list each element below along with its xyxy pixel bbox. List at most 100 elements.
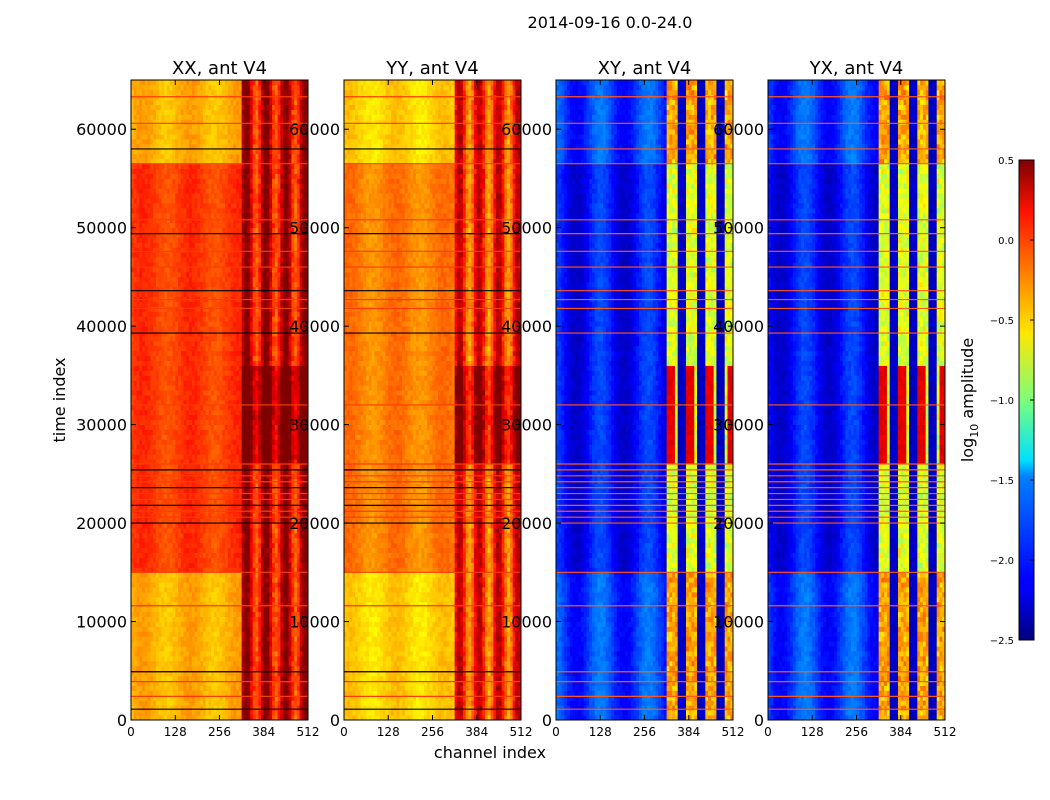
heatmap-cell bbox=[159, 710, 162, 715]
heatmap-cell bbox=[228, 710, 231, 715]
heatmap-cell bbox=[280, 676, 283, 681]
heatmap-cell bbox=[170, 690, 173, 695]
heatmap-cell bbox=[167, 676, 170, 681]
heatmap-cell bbox=[278, 651, 281, 656]
heatmap-cell bbox=[244, 690, 247, 695]
heatmap-cell bbox=[181, 641, 184, 646]
heatmap-cell bbox=[283, 710, 286, 715]
heatmap-cell bbox=[200, 631, 203, 636]
heatmap-cell bbox=[258, 646, 261, 651]
heatmap-cell bbox=[294, 686, 297, 691]
heatmap-cell bbox=[186, 690, 189, 695]
heatmap-cell bbox=[272, 646, 275, 651]
heatmap-cell bbox=[225, 646, 228, 651]
heatmap-cell bbox=[278, 631, 281, 636]
heatmap-cell bbox=[172, 631, 175, 636]
heatmap-cell bbox=[297, 666, 300, 671]
heatmap-cell bbox=[244, 686, 247, 691]
heatmap-cell bbox=[261, 700, 264, 705]
heatmap-cell bbox=[211, 646, 214, 651]
heatmap-cell bbox=[181, 626, 184, 631]
heatmap-cell bbox=[186, 626, 189, 631]
heatmap-cell bbox=[278, 646, 281, 651]
heatmap-cell bbox=[153, 641, 156, 646]
heatmap-cell bbox=[137, 666, 140, 671]
heatmap-cell bbox=[267, 690, 270, 695]
heatmap-cell bbox=[291, 656, 294, 661]
heatmap-cell bbox=[269, 710, 272, 715]
heatmap-cell bbox=[192, 646, 195, 651]
heatmap-cell bbox=[195, 661, 198, 666]
heatmap-cell bbox=[242, 686, 245, 691]
heatmap-cell bbox=[186, 651, 189, 656]
heatmap-cell bbox=[222, 710, 225, 715]
heatmap-cell bbox=[255, 626, 258, 631]
heatmap-cell bbox=[161, 666, 164, 671]
heatmap-cell bbox=[247, 631, 250, 636]
heatmap-cell bbox=[159, 686, 162, 691]
heatmap-cell bbox=[239, 631, 242, 636]
heatmap-cell bbox=[170, 636, 173, 641]
heatmap-cell bbox=[286, 666, 289, 671]
heatmap-cell bbox=[170, 656, 173, 661]
heatmap-cell bbox=[203, 626, 206, 631]
heatmap-cell bbox=[214, 626, 217, 631]
heatmap-cell bbox=[222, 686, 225, 691]
heatmap-cell bbox=[244, 666, 247, 671]
heatmap-cell bbox=[172, 710, 175, 715]
heatmap-cell bbox=[211, 710, 214, 715]
heatmap-cell bbox=[142, 666, 145, 671]
heatmap-cell bbox=[189, 626, 192, 631]
heatmap-cell bbox=[192, 626, 195, 631]
heatmap-cell bbox=[264, 690, 267, 695]
heatmap-cell bbox=[142, 656, 145, 661]
heatmap-cell bbox=[269, 651, 272, 656]
heatmap-cell bbox=[300, 661, 303, 666]
heatmap-cell bbox=[255, 646, 258, 651]
heatmap-cell bbox=[175, 676, 178, 681]
heatmap-cell bbox=[150, 710, 153, 715]
heatmap-cell bbox=[211, 700, 214, 705]
heatmap-cell bbox=[231, 700, 234, 705]
heatmap-cell bbox=[153, 710, 156, 715]
heatmap-cell bbox=[172, 641, 175, 646]
heatmap-cell bbox=[189, 676, 192, 681]
heatmap-cell bbox=[164, 631, 167, 636]
heatmap-cell bbox=[222, 641, 225, 646]
heatmap-cell bbox=[159, 690, 162, 695]
heatmap-cell bbox=[302, 661, 305, 666]
heatmap-cell bbox=[217, 700, 220, 705]
heatmap-cell bbox=[231, 641, 234, 646]
heatmap-cell bbox=[258, 690, 261, 695]
heatmap-cell bbox=[208, 690, 211, 695]
heatmap-cell bbox=[242, 690, 245, 695]
heatmap-cell bbox=[161, 656, 164, 661]
heatmap-cell bbox=[253, 676, 256, 681]
heatmap-cell bbox=[192, 651, 195, 656]
heatmap-cell bbox=[220, 710, 223, 715]
heatmap-cell bbox=[278, 676, 281, 681]
heatmap-cell bbox=[220, 686, 223, 691]
heatmap-cell bbox=[206, 636, 209, 641]
heatmap-cell bbox=[208, 641, 211, 646]
heatmap-cell bbox=[192, 710, 195, 715]
heatmap-cell bbox=[283, 686, 286, 691]
heatmap-cell bbox=[214, 686, 217, 691]
heatmap-cell bbox=[222, 646, 225, 651]
heatmap-cell bbox=[283, 666, 286, 671]
heatmap-cell bbox=[189, 690, 192, 695]
heatmap-cell bbox=[244, 700, 247, 705]
heatmap-cell bbox=[272, 641, 275, 646]
heatmap-cell bbox=[286, 661, 289, 666]
heatmap-cell bbox=[189, 686, 192, 691]
heatmap-cell bbox=[200, 651, 203, 656]
heatmap-cell bbox=[139, 651, 142, 656]
heatmap-cell bbox=[167, 666, 170, 671]
heatmap-cell bbox=[225, 676, 228, 681]
heatmap-cell bbox=[289, 636, 292, 641]
heatmap-cell bbox=[167, 646, 170, 651]
heatmap-cell bbox=[294, 641, 297, 646]
heatmap-cell bbox=[280, 690, 283, 695]
heatmap-cell bbox=[211, 666, 214, 671]
heatmap-cell bbox=[283, 676, 286, 681]
